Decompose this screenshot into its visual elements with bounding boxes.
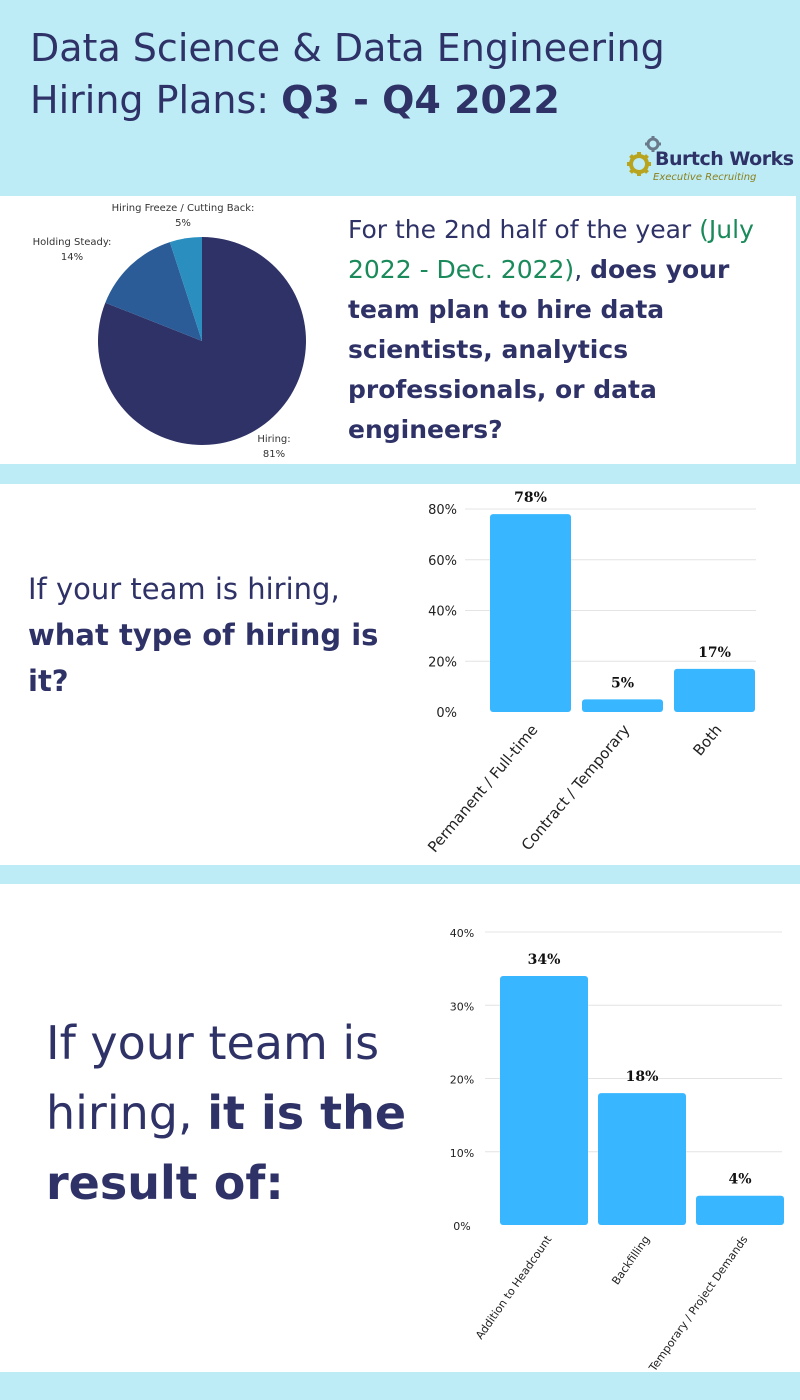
title-line2-bold: Q3 - Q4 2022 (281, 78, 560, 122)
pie-slice-holding-steady (105, 242, 202, 341)
question-hiring-plans: For the 2nd half of the year (July 2022 … (348, 210, 788, 450)
page-title: Data Science & Data Engineering Hiring P… (30, 22, 665, 126)
y-tick-label: 40% (428, 605, 457, 620)
x-category-label: Both (689, 721, 725, 759)
y-tick-label: 60% (428, 554, 457, 569)
question3-plain: If your team is hiring, (46, 1016, 380, 1140)
pie-slice-hiring-freeze (169, 237, 202, 341)
bar-chart-hiring-reason: 0% 10% 20% 30% 40% 34% 18% 4% Addition t… (450, 927, 784, 1372)
x-category-label: Contract / Temporary (518, 721, 634, 854)
y-tick-label: 0% (453, 1220, 470, 1233)
pie-label-hiring: Hiring: (257, 434, 290, 445)
bar (500, 975, 588, 1225)
x-category-label: Addition to Headcount (473, 1233, 555, 1342)
y-tick-label: 40% (450, 927, 474, 940)
bar (674, 668, 755, 712)
y-tick-label: 20% (450, 1074, 474, 1087)
pie-value-hiring: 81% (263, 449, 285, 460)
gear-icon (627, 136, 661, 176)
burtch-works-logo: Burtch Works Executive Recruiting (623, 134, 794, 188)
bar (696, 1195, 784, 1225)
data-label: 17% (698, 645, 731, 661)
question-hiring-reason: If your team is hiring, it is the result… (46, 1008, 426, 1218)
question1-bold: does your team plan to hire data scienti… (348, 255, 730, 444)
y-tick-label: 20% (428, 655, 457, 670)
pie-value-hiring-freeze: 5% (175, 218, 191, 229)
question1-date-range: (July 2022 - Dec. 2022) (348, 215, 754, 284)
bar-chart-hiring-type: 0% 20% 40% 60% 80% 78% 5% 17% Permanent … (424, 490, 756, 856)
pie-label-holding-steady: Holding Steady: (33, 237, 112, 248)
question1-part1: For the 2nd half of the year (348, 215, 700, 244)
bar (490, 514, 571, 712)
question1-part2: , (574, 255, 591, 284)
data-label: 5% (611, 675, 634, 691)
pie-label-hiring-freeze: Hiring Freeze / Cutting Back: (112, 203, 255, 214)
panel-hiring-plans: Hiring Freeze / Cutting Back: 5% Holding… (0, 196, 796, 464)
data-label: 4% (728, 1172, 751, 1188)
data-label: 18% (626, 1069, 659, 1085)
question-hiring-type: If your team is hiring, what type of hir… (28, 566, 398, 704)
y-tick-label: 0% (436, 706, 457, 721)
panel-hiring-type: If your team is hiring, what type of hir… (0, 484, 800, 865)
question2-bold: what type of hiring is it? (28, 618, 379, 698)
y-tick-label: 30% (450, 1000, 474, 1013)
logo-tagline: Executive Recruiting (653, 172, 757, 183)
data-label: 78% (514, 490, 547, 506)
panel-hiring-reason: If your team is hiring, it is the result… (0, 884, 800, 1372)
question3-bold: it is the result of: (46, 1086, 407, 1210)
pie-value-holding-steady: 14% (61, 252, 83, 263)
x-category-label: Temporary / Project Demands (646, 1233, 751, 1372)
header: Data Science & Data Engineering Hiring P… (0, 0, 800, 196)
title-line2-prefix: Hiring Plans: (30, 78, 282, 122)
logo-name: Burtch Works (655, 148, 794, 170)
question2-plain: If your team is hiring, (28, 572, 340, 606)
x-category-label: Backfilling (609, 1233, 652, 1287)
y-tick-label: 80% (428, 503, 457, 518)
title-line1: Data Science & Data Engineering (30, 26, 665, 70)
bar (598, 1093, 686, 1225)
data-label: 34% (528, 952, 561, 968)
pie-chart: Hiring Freeze / Cutting Back: 5% Holding… (33, 203, 307, 460)
y-tick-label: 10% (450, 1147, 474, 1160)
bar (582, 699, 663, 712)
